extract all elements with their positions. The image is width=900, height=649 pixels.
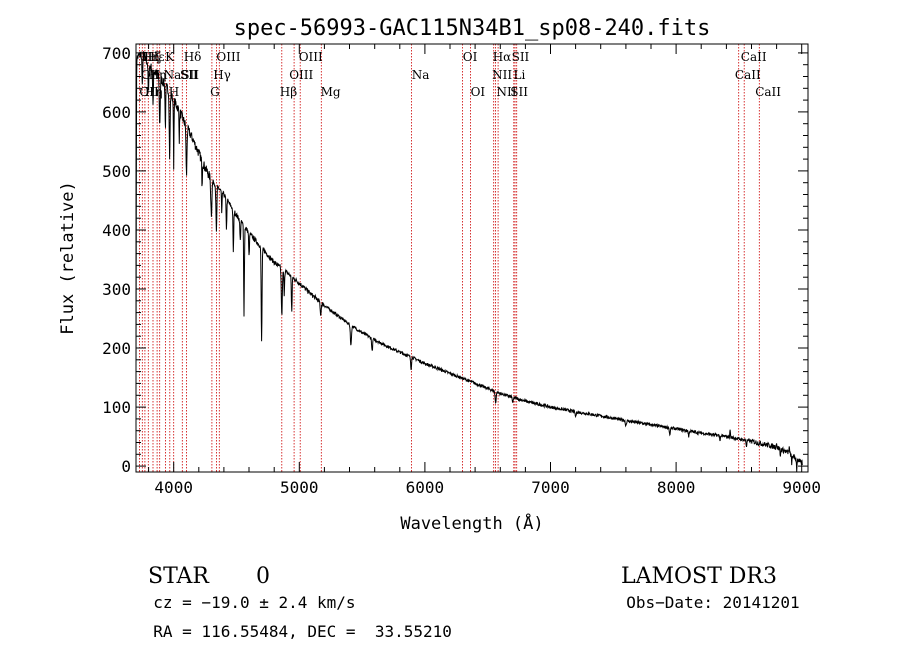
x-tick-label-3: 7000 [531,478,570,497]
line-label-27: SII [510,85,528,99]
line-label-20: OI [463,50,478,64]
line-label-19: Na [412,68,430,82]
y-tick-label-5: 500 [102,162,131,181]
line-label-17: OIII [299,50,323,64]
line-label-23: Hα [493,50,512,64]
x-tick-label-5: 9000 [782,478,821,497]
line-label-13: Hγ [213,68,231,82]
y-axis: 0 100 200 300 400 500 600 700 [102,44,808,476]
x-tick-label-2: 6000 [406,478,445,497]
redshift-readout: cz = −19.0 ± 2.4 km/s [134,574,356,612]
coordinates-label: RA = 116.55484, DEC = 33.55210 [153,622,452,641]
line-label-30: CaII [755,85,781,99]
object-class-label: STAR [148,564,209,589]
line-label-8: H [169,85,179,99]
object-subclass-label: 0 [256,564,270,589]
line-label-18: Mg [321,85,341,99]
y-tick-label-3: 300 [102,280,131,299]
obs-date: Obs−Date: 20141201 [607,574,800,612]
chart-title: spec-56993-GAC115N34B1_sp08-240.fits [234,16,711,41]
line-label-29: CaII [741,50,767,64]
y-tick-label-0: 0 [121,457,131,476]
x-tick-label-0: 4000 [154,478,193,497]
line-label-16: OIII [289,68,313,82]
line-label-22: NII [492,68,512,82]
x-tick-label-1: 5000 [280,478,319,497]
survey-name: LAMOST DR3 [607,539,777,589]
line-label-11: Hδ [184,50,202,64]
spectrum-line [135,51,803,473]
plot-frame [135,43,809,473]
line-label-24: NII [497,85,517,99]
line-label-6: Hε [148,50,165,64]
object-class: STAR [134,539,209,589]
object-subclass: 0 [242,539,270,589]
y-tick-label-1: 100 [102,398,131,417]
line-label-15: Hβ [280,85,297,99]
line-label-21: OI [471,85,486,99]
line-label-25: Li [514,68,526,82]
y-tick-label-6: 600 [102,103,131,122]
x-axis: 4000 5000 6000 7000 8000 9000 [148,44,821,497]
y-tick-label-4: 400 [102,221,131,240]
y-axis-title: Flux (relative) [58,181,78,335]
line-label-28: CaII [735,68,761,82]
coordinates: RA = 116.55484, DEC = 33.55210 [134,603,452,641]
y-tick-label-2: 200 [102,339,131,358]
line-label-7: K [165,50,175,64]
y-tick-label-7: 700 [102,44,131,63]
x-tick-label-4: 8000 [657,478,696,497]
line-label-0: OII [139,85,159,99]
line-label-26: SII [512,50,530,64]
obs-date-label: Obs−Date: 20141201 [626,593,800,612]
x-axis-title: Wavelength (Å) [400,512,543,534]
survey-name-label: LAMOST DR3 [621,564,777,589]
line-markers [138,44,760,472]
line-label-14: OIII [216,50,240,64]
line-label-10: SII [180,68,198,82]
line-label-4: Hζ [144,50,161,64]
line-label-9: NaSII [164,68,200,82]
redshift-label: cz = −19.0 ± 2.4 km/s [153,593,356,612]
line-label-12: G [210,85,220,99]
